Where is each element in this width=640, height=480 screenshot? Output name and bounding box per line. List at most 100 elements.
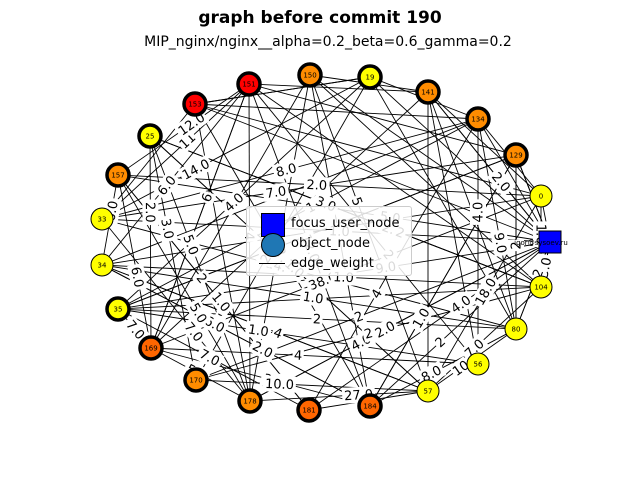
edge — [194, 103, 479, 120]
edge — [248, 83, 542, 288]
svg-text:9.0: 9.0 — [490, 232, 508, 255]
edge — [101, 76, 371, 220]
svg-text:4: 4 — [294, 349, 303, 364]
svg-text:10.0: 10.0 — [265, 377, 295, 393]
node-56[interactable]: 56 — [466, 352, 490, 376]
legend: focus_user_node object_node edge_weight — [246, 206, 412, 276]
svg-text:0: 0 — [539, 193, 543, 201]
svg-text:56: 56 — [474, 361, 483, 369]
edge — [117, 174, 152, 349]
edge — [369, 241, 551, 407]
node-184[interactable]: 184 — [357, 393, 383, 419]
edge-weight-label: 2 — [350, 307, 367, 326]
edge-weight-label: 3.0 — [157, 214, 178, 243]
svg-text:104: 104 — [534, 284, 548, 292]
node-129[interactable]: 129 — [503, 142, 529, 168]
edge-weight-label: 5.0 — [178, 229, 204, 260]
edge-weight-label: 9.0 — [490, 228, 511, 257]
edge-weight-label: 4.0 — [470, 199, 487, 225]
legend-item-edge-weight: edge_weight — [255, 253, 374, 273]
svg-text:5.0: 5.0 — [179, 233, 200, 258]
edge-weight-label: 6 — [197, 189, 217, 206]
edge — [195, 241, 551, 381]
edge-weight-label: 2.0 — [142, 199, 159, 226]
node-57[interactable]: 57 — [416, 379, 440, 403]
svg-text:6.0: 6.0 — [127, 266, 146, 289]
edge-weight-label: 1.0 — [299, 287, 327, 308]
edge — [117, 76, 371, 310]
edge — [248, 83, 429, 93]
node-134[interactable]: 134 — [465, 106, 491, 132]
graph-subtitle: MIP_nginx/nginx__alpha=0.2_beta=0.6_gamm… — [144, 34, 512, 50]
node-igor-sysoev-ru[interactable]: igor@sysoev.ru — [514, 230, 568, 254]
nodes-layer: 0 igor@sysoev.ru 104 80 56 57 184 181 178 170 169 3… — [90, 62, 568, 423]
edge — [117, 308, 479, 365]
edge — [369, 154, 517, 407]
svg-text:2.0: 2.0 — [142, 202, 157, 223]
svg-text:2: 2 — [312, 312, 321, 327]
node-19[interactable]: 19 — [357, 64, 383, 90]
edge — [477, 118, 517, 330]
svg-text:3.0: 3.0 — [157, 217, 176, 240]
edge — [195, 379, 429, 392]
svg-text:igor@sysoev.ru: igor@sysoev.ru — [514, 239, 568, 247]
svg-text:57: 57 — [424, 388, 433, 396]
svg-text:2.0: 2.0 — [306, 178, 327, 194]
svg-text:2: 2 — [363, 326, 375, 343]
node-104[interactable]: 104 — [529, 275, 553, 299]
node-181[interactable]: 181 — [296, 397, 322, 423]
svg-text:157: 157 — [111, 172, 124, 180]
edge — [248, 83, 517, 156]
edge — [194, 103, 551, 243]
edge — [249, 390, 429, 402]
edge — [101, 264, 371, 407]
node-34[interactable]: 34 — [90, 253, 114, 277]
node-150[interactable]: 150 — [297, 62, 323, 88]
edge — [150, 83, 250, 349]
svg-text:141: 141 — [421, 89, 434, 97]
edge-weight-label: 1.0 — [407, 303, 435, 334]
node-170[interactable]: 170 — [183, 367, 209, 393]
edge-weight-label: 2 — [361, 324, 376, 343]
edge-weight-label: 4 — [366, 284, 387, 303]
edge — [101, 83, 250, 266]
edge-weight-label: 6.0 — [127, 263, 148, 292]
svg-text:129: 129 — [509, 152, 522, 160]
legend-label: edge_weight — [291, 255, 374, 271]
edge-weight-label: 2 — [508, 239, 525, 252]
edge-weight-label: 8.0 — [271, 158, 301, 182]
svg-text:184: 184 — [363, 403, 377, 411]
node-33[interactable]: 33 — [90, 207, 114, 231]
edge — [427, 286, 542, 392]
edge-weight-label: 2 — [311, 310, 323, 328]
svg-text:150: 150 — [303, 72, 316, 80]
node-0[interactable]: 0 — [529, 184, 553, 208]
node-153[interactable]: 153 — [182, 91, 208, 117]
node-141[interactable]: 141 — [415, 79, 441, 105]
edge-weight-label: 1.0 — [244, 320, 273, 340]
edge — [369, 76, 551, 243]
edge-weight-label: 6.0 — [152, 170, 181, 201]
edge-weight-label: 4 — [269, 323, 287, 343]
edge — [249, 241, 551, 402]
edge — [194, 103, 251, 402]
edge — [101, 83, 250, 220]
node-178[interactable]: 178 — [237, 388, 263, 414]
node-25[interactable]: 25 — [137, 123, 163, 149]
svg-text:33: 33 — [98, 216, 107, 224]
svg-text:25: 25 — [146, 133, 155, 141]
svg-text:8.0: 8.0 — [275, 161, 299, 181]
svg-text:1.0: 1.0 — [302, 290, 325, 308]
legend-label: focus_user_node — [291, 215, 400, 231]
svg-text:34: 34 — [98, 262, 107, 270]
node-151[interactable]: 151 — [236, 71, 262, 97]
node-80[interactable]: 80 — [504, 317, 528, 341]
edge — [149, 135, 197, 381]
node-35[interactable]: 35 — [105, 296, 131, 322]
edge-weight-label: 2.0 — [303, 176, 330, 194]
svg-text:19: 19 — [366, 74, 375, 82]
node-169[interactable]: 169 — [138, 335, 164, 361]
node-157[interactable]: 157 — [105, 162, 131, 188]
legend-label: object_node — [291, 235, 371, 251]
edge — [101, 218, 251, 402]
